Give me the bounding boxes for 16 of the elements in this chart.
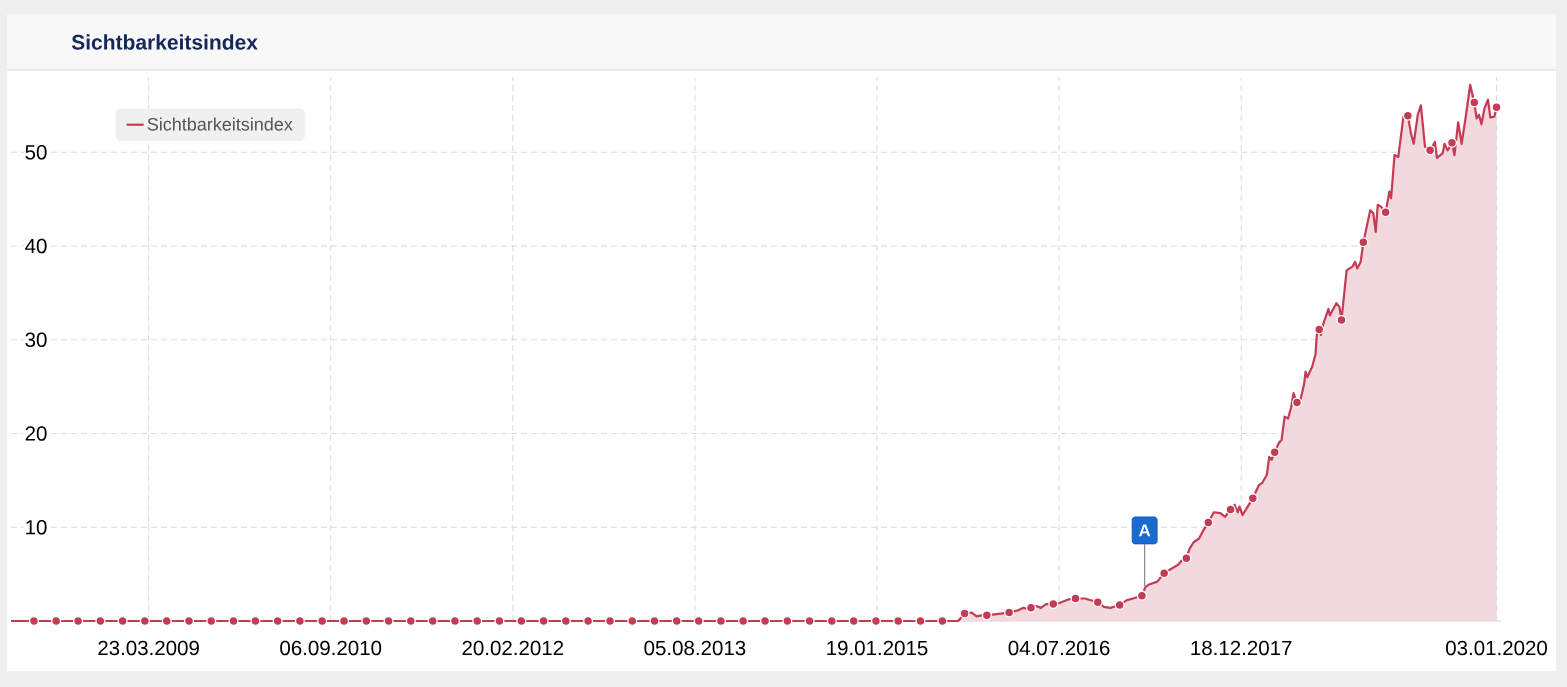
x-tick-label: 05.08.2013 xyxy=(644,640,746,656)
y-tick-label: 30 xyxy=(25,332,47,347)
x-tick-label: 19.01.2015 xyxy=(827,640,928,656)
x-tick-label: 06.09.2010 xyxy=(280,640,382,656)
x-tick-label: 20.02.2012 xyxy=(462,640,564,656)
x-tick-label: 18.12.2017 xyxy=(1191,640,1292,656)
x-tick-label: 03.01.2020 xyxy=(1446,640,1548,656)
chart-title: Sichtbarkeitsindex xyxy=(71,34,258,50)
annotation: A xyxy=(1138,524,1151,537)
y-tick-label: 20 xyxy=(25,426,47,441)
x-tick-label: 23.03.2009 xyxy=(98,640,199,656)
y-tick-label: 40 xyxy=(25,238,47,254)
legend-label: Sichtbarkeitsindex xyxy=(147,117,293,131)
y-tick-label: 10 xyxy=(26,519,47,535)
y-tick-label: 50 xyxy=(25,144,47,160)
x-tick-label: 04.07.2016 xyxy=(1008,640,1110,656)
